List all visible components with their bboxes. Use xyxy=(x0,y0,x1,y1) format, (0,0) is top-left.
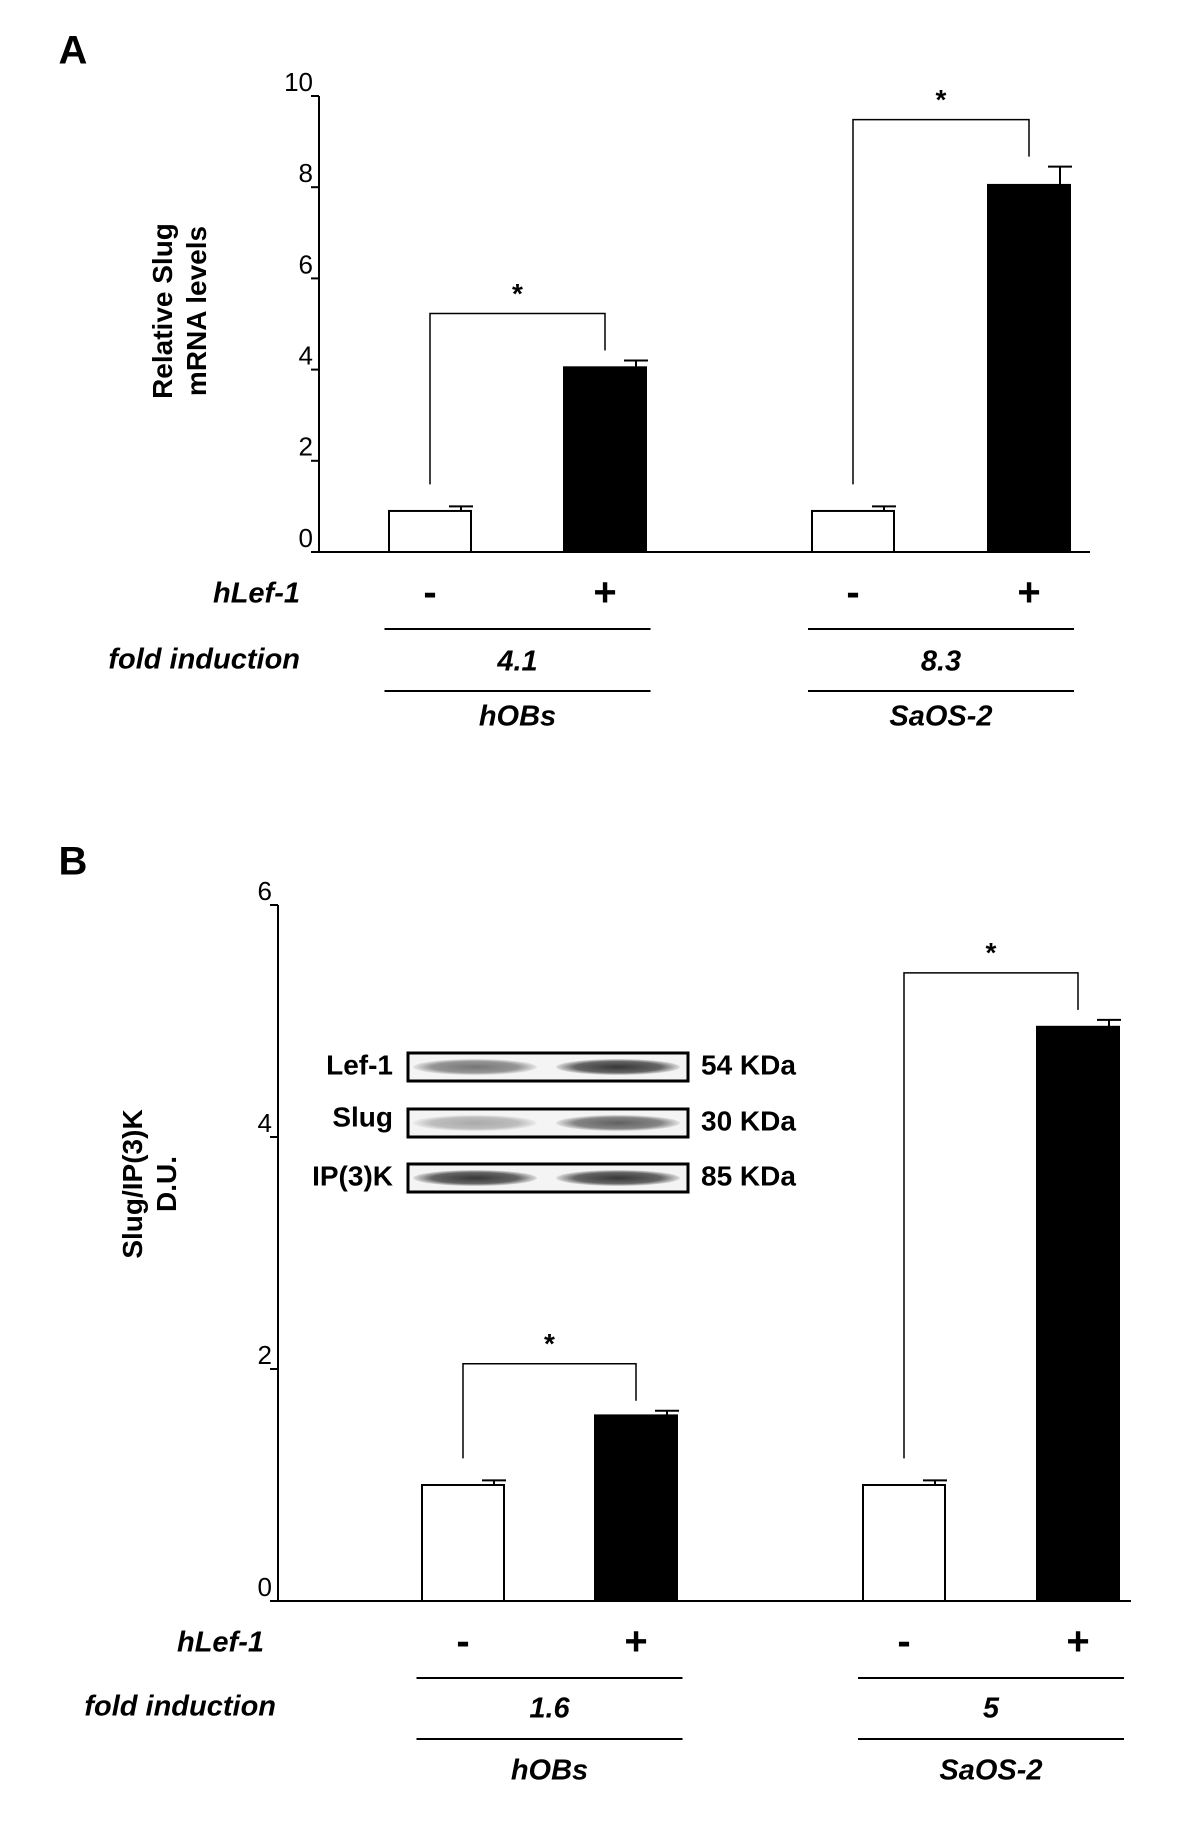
significance: * xyxy=(986,937,997,968)
fold-induction: 4.1 xyxy=(496,646,537,678)
y-tick-label: 0 xyxy=(299,523,313,553)
group-name: hOBs xyxy=(511,1755,588,1787)
blot-protein: IP(3)K xyxy=(312,1160,393,1191)
error-bar xyxy=(449,505,473,511)
row-label: fold induction xyxy=(84,1691,276,1723)
fold-induction: 8.3 xyxy=(921,646,961,678)
bar xyxy=(862,1484,946,1602)
significance: * xyxy=(544,1328,555,1359)
y-axis-label-line: Relative Slug xyxy=(147,223,178,399)
fold-induction: 1.6 xyxy=(529,1693,570,1725)
blot-size: 85 KDa xyxy=(701,1160,796,1191)
error-bar xyxy=(872,505,896,511)
significance-bracket xyxy=(852,118,1030,485)
error-bar xyxy=(624,359,648,368)
bar xyxy=(987,183,1071,553)
blot-band xyxy=(413,1170,537,1186)
bar xyxy=(421,1484,505,1602)
bar xyxy=(811,509,895,553)
group-name: hOBs xyxy=(479,701,556,733)
blot-size: 54 KDa xyxy=(701,1049,796,1080)
treatment-sign: - xyxy=(846,571,859,615)
y-axis-label-line: D.U. xyxy=(151,1156,182,1212)
row-label: fold induction xyxy=(108,644,300,676)
significance: * xyxy=(512,278,523,309)
significance: * xyxy=(936,84,947,115)
group-name: SaOS-2 xyxy=(939,1755,1042,1787)
bar xyxy=(594,1414,678,1603)
bar xyxy=(388,509,472,553)
y-tick-label: 6 xyxy=(258,876,272,906)
error-bar xyxy=(482,1479,506,1485)
significance-bracket xyxy=(462,1363,637,1459)
blot-band xyxy=(413,1115,537,1131)
y-tick-label: 8 xyxy=(299,158,313,188)
y-axis-label-line: mRNA levels xyxy=(181,226,212,396)
y-tick-label: 0 xyxy=(258,1572,272,1602)
blot-size: 30 KDa xyxy=(701,1105,796,1136)
error-bar xyxy=(1048,165,1072,185)
error-bar xyxy=(655,1409,679,1416)
blot-band xyxy=(413,1059,537,1075)
y-axis-label-line: Slug/IP(3)K xyxy=(117,1109,148,1258)
bar xyxy=(1036,1025,1120,1603)
blot-band xyxy=(556,1115,680,1131)
significance-bracket xyxy=(429,312,606,485)
treatment-sign: - xyxy=(456,1620,469,1664)
y-tick-label: 6 xyxy=(299,249,313,279)
y-tick-label: 4 xyxy=(299,340,313,370)
treatment-sign: + xyxy=(1066,1620,1089,1664)
group-name: SaOS-2 xyxy=(889,701,992,733)
y-tick-label: 2 xyxy=(258,1340,272,1370)
blot-band xyxy=(556,1059,680,1075)
y-tick-label: 10 xyxy=(284,67,313,97)
y-axis-label: Slug/IP(3)K D.U. xyxy=(117,1109,182,1258)
row-label: hLef-1 xyxy=(177,1627,264,1659)
panel-label: B xyxy=(59,840,88,884)
error-bar xyxy=(1097,1018,1121,1027)
blot-protein: Lef-1 xyxy=(326,1049,393,1080)
treatment-sign: + xyxy=(624,1620,647,1664)
treatment-sign: + xyxy=(593,571,616,615)
bar xyxy=(563,366,647,553)
y-tick-label: 2 xyxy=(299,432,313,462)
panel-label: A xyxy=(59,29,88,73)
error-bar xyxy=(923,1479,947,1485)
y-axis-label: Relative Slug mRNA levels xyxy=(147,223,212,399)
blot-band xyxy=(556,1170,680,1186)
blot-protein: Slug xyxy=(332,1101,393,1132)
y-tick-label: 4 xyxy=(258,1108,272,1138)
row-label: hLef-1 xyxy=(213,578,300,610)
significance-bracket xyxy=(903,972,1079,1459)
treatment-sign: - xyxy=(897,1620,910,1664)
treatment-sign: - xyxy=(423,571,436,615)
fold-induction: 5 xyxy=(983,1693,1000,1725)
treatment-sign: + xyxy=(1017,571,1040,615)
